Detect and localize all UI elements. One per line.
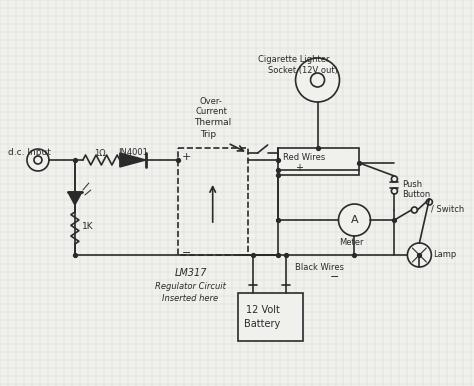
Polygon shape [68, 192, 82, 205]
Text: Regulator Circuit: Regulator Circuit [155, 282, 226, 291]
Text: Inserted here: Inserted here [162, 294, 218, 303]
Text: −: − [329, 272, 339, 282]
Circle shape [296, 58, 339, 102]
Text: Trip: Trip [200, 130, 216, 139]
Text: Battery: Battery [244, 319, 280, 329]
Text: LM317: LM317 [175, 268, 207, 278]
Text: Cigarette Lighter: Cigarette Lighter [257, 55, 329, 64]
Text: Button: Button [402, 190, 431, 199]
Text: 1K: 1K [82, 222, 93, 231]
Circle shape [338, 204, 371, 236]
Circle shape [407, 243, 431, 267]
Polygon shape [120, 153, 146, 167]
Text: Lamp: Lamp [433, 250, 456, 259]
Text: 12 Volt: 12 Volt [246, 305, 280, 315]
Text: Black Wires: Black Wires [294, 263, 344, 272]
Text: 1Ω: 1Ω [94, 149, 106, 158]
Circle shape [392, 188, 397, 194]
Circle shape [27, 149, 49, 171]
Text: −: − [182, 248, 191, 258]
Text: Push: Push [402, 180, 422, 189]
Circle shape [310, 73, 325, 87]
Text: Current: Current [196, 107, 228, 116]
Text: Meter: Meter [339, 238, 364, 247]
Circle shape [34, 156, 42, 164]
Text: / Switch: / Switch [431, 205, 465, 214]
Text: +: + [294, 163, 302, 173]
Text: Thermal: Thermal [194, 118, 231, 127]
Circle shape [392, 176, 397, 182]
Bar [178, 148, 247, 255]
Text: Socket (12V out): Socket (12V out) [268, 66, 337, 75]
Text: d.c. Input: d.c. Input [8, 148, 51, 157]
Text: Red Wires: Red Wires [283, 153, 325, 162]
Text: IN4001: IN4001 [118, 148, 148, 157]
Text: +: + [182, 152, 191, 162]
Circle shape [427, 199, 432, 205]
Text: A: A [351, 215, 358, 225]
Text: Over-: Over- [200, 97, 223, 106]
Bar [237, 293, 302, 341]
Bar [278, 148, 359, 175]
Circle shape [411, 207, 418, 213]
